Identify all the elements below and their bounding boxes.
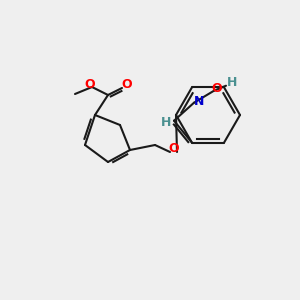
Text: H: H <box>161 116 171 129</box>
Text: N: N <box>194 95 204 108</box>
Text: O: O <box>212 82 222 95</box>
Text: O: O <box>169 142 179 155</box>
Text: H: H <box>227 76 237 89</box>
Text: O: O <box>122 79 132 92</box>
Text: O: O <box>85 77 95 91</box>
